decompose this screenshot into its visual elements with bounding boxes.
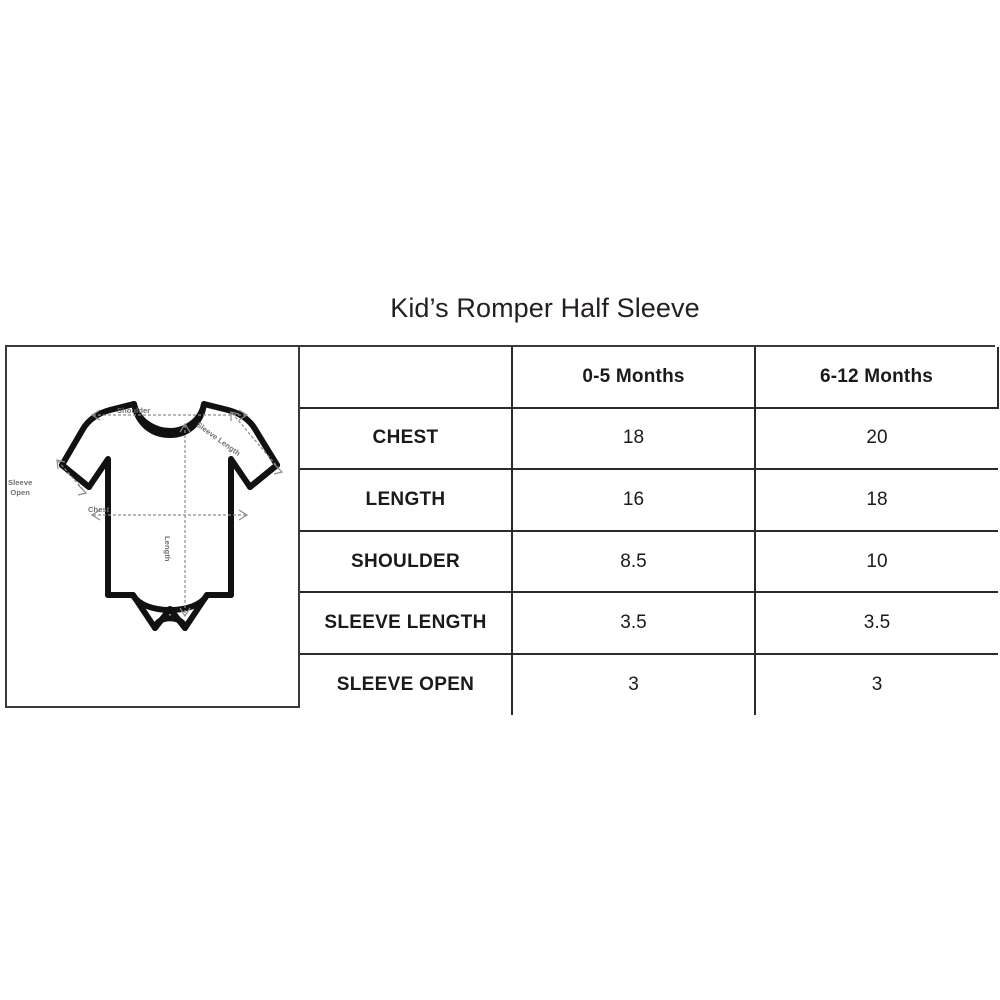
- neckline-outline: [131, 401, 207, 439]
- row-label-chest: CHEST: [300, 406, 513, 471]
- row-label-shoulder: SHOULDER: [300, 529, 513, 594]
- table-row: CHEST 18 20: [300, 406, 998, 471]
- table-row: SLEEVE OPEN 3 3: [300, 652, 998, 715]
- annotation-shoulder: Shoulder: [117, 406, 151, 415]
- page-title: Kid’s Romper Half Sleeve: [390, 293, 700, 323]
- cell-sleeve-open-0-5: 3: [511, 652, 756, 715]
- table-row: SLEEVE LENGTH 3.5 3.5: [300, 591, 998, 655]
- shoulder-dimension-line: [90, 409, 249, 421]
- romper-diagram-icon: [56, 401, 284, 631]
- annotation-sleeve-open-line1: Sleeve: [8, 478, 33, 487]
- cell-sleeve-length-0-5: 3.5: [511, 591, 756, 655]
- left-sleeve-hem: [59, 462, 92, 490]
- size-chart-frame: 0-5 Months 6-12 Months CHEST 18 20 LENGT…: [5, 345, 999, 715]
- length-dimension-line: [179, 422, 191, 618]
- annotation-chest: Chest: [88, 505, 110, 514]
- annotation-sleeve-open-line2: Open: [10, 488, 30, 497]
- row-label-sleeve-length: SLEEVE LENGTH: [300, 591, 513, 655]
- chest-dimension-line: [90, 509, 249, 521]
- cell-length-0-5: 16: [511, 468, 756, 532]
- header-size-6-12-months: 6-12 Months: [754, 347, 999, 409]
- right-sleeve-hem: [247, 462, 280, 490]
- measurement-table: 0-5 Months 6-12 Months CHEST 18 20 LENGT…: [300, 347, 999, 715]
- sleeve-length-dimension-line: [230, 411, 284, 475]
- cell-sleeve-length-6-12: 3.5: [754, 591, 998, 655]
- cell-shoulder-0-5: 8.5: [511, 529, 756, 594]
- table-row: LENGTH 16 18: [300, 468, 998, 532]
- table-row: SHOULDER 8.5 10: [300, 529, 998, 594]
- row-label-length: LENGTH: [300, 468, 513, 532]
- cell-chest-0-5: 18: [511, 406, 756, 471]
- garment-illustration-panel: [7, 347, 300, 706]
- cell-shoulder-6-12: 10: [754, 529, 998, 594]
- annotation-length: Length: [163, 536, 172, 562]
- row-label-sleeve-open: SLEEVE OPEN: [300, 652, 513, 715]
- crotch-hem-outline: [152, 615, 188, 631]
- sleeve-open-dimension-line: [56, 459, 88, 496]
- cell-chest-6-12: 20: [754, 406, 998, 471]
- header-size-0-5-months: 0-5 Months: [511, 347, 756, 409]
- cell-sleeve-open-6-12: 3: [754, 652, 998, 715]
- crotch-snap-panel: [130, 592, 210, 613]
- header-blank-cell: [300, 347, 513, 409]
- annotation-sleeve-open: Sleeve Open: [8, 478, 32, 498]
- cell-length-6-12: 18: [754, 468, 998, 532]
- table-header-row: 0-5 Months 6-12 Months: [300, 347, 999, 409]
